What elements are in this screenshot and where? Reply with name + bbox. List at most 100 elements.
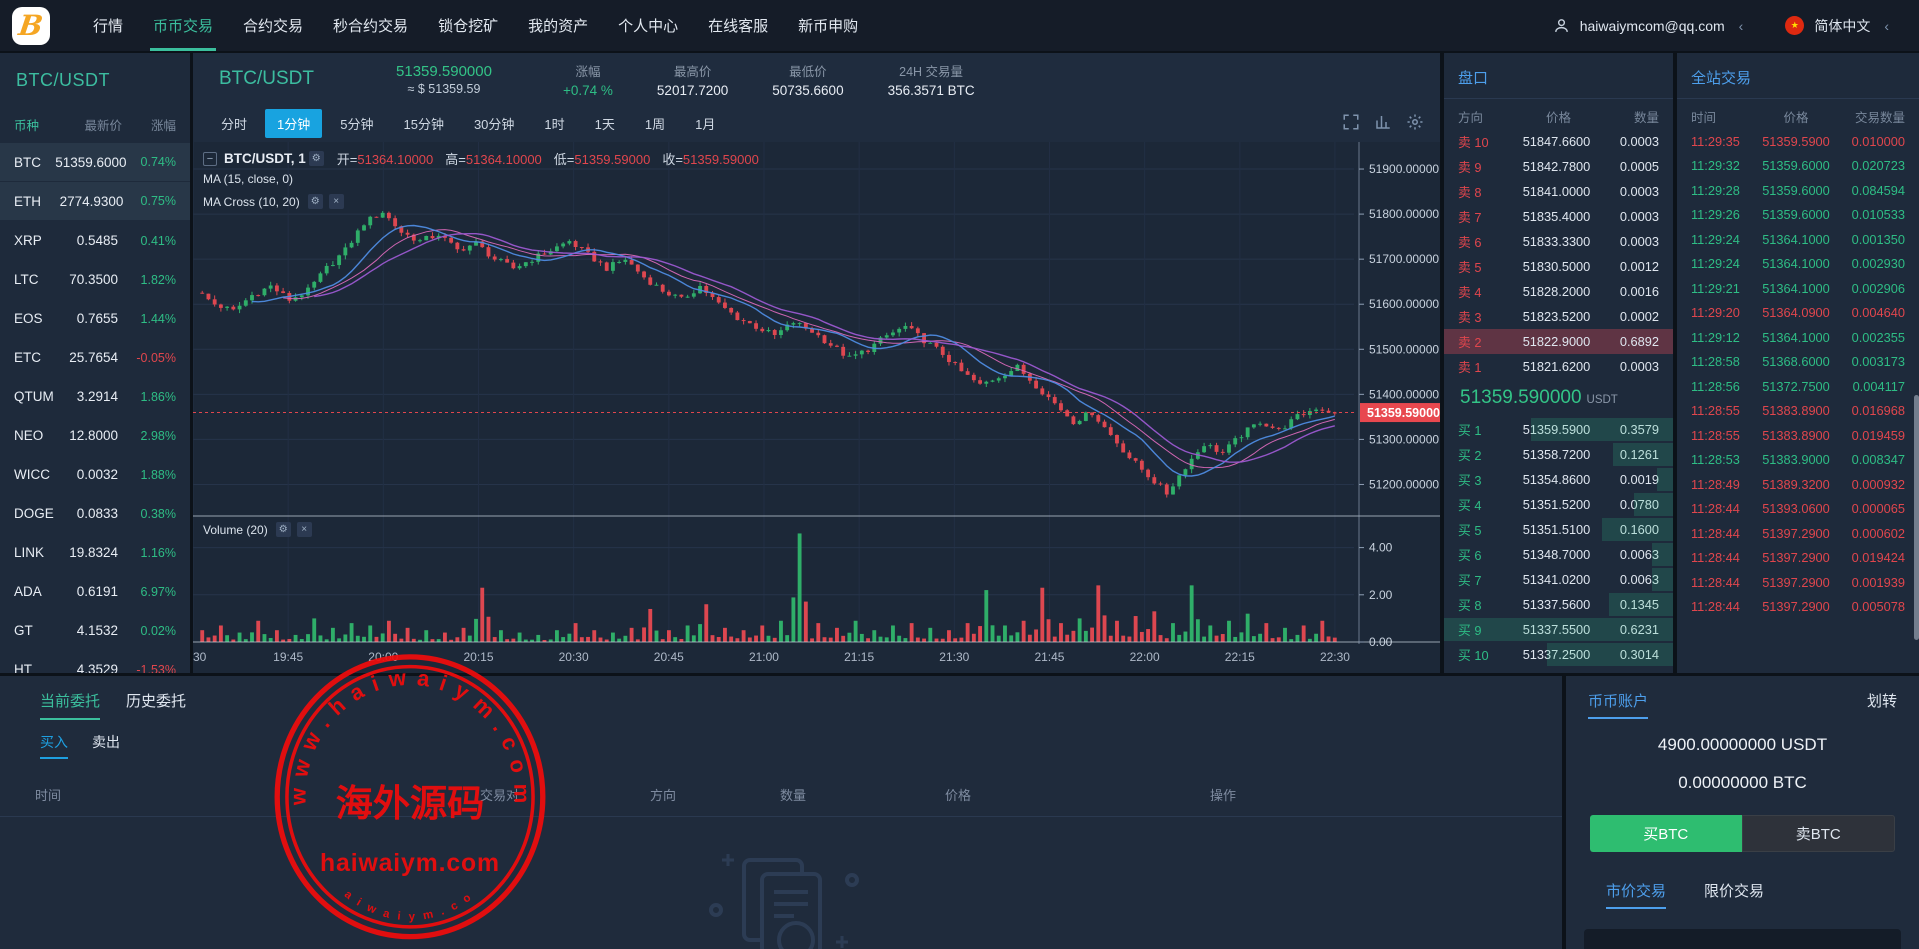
ma-close-icon[interactable]: × <box>328 194 344 209</box>
col-last-price[interactable]: 最新价 <box>84 119 122 133</box>
market-row-LTC[interactable]: LTC 70.3500 1.82% <box>0 260 190 299</box>
ob-amount: 0.0003 <box>1619 134 1659 149</box>
price-input[interactable] <box>1584 929 1901 949</box>
orderbook-buy-row[interactable]: 买 7 51341.0200 0.0063 <box>1444 567 1673 592</box>
language-selector[interactable]: 简体中文 <box>1814 17 1871 34</box>
ob-price: 51833.3300 <box>1522 234 1591 249</box>
kline-gear-icon[interactable]: ⚙ <box>308 151 324 166</box>
market-row-ETH[interactable]: ETH 2774.9300 0.75% <box>0 182 190 221</box>
orderbook-buy-row[interactable]: 买 6 51348.7000 0.0063 <box>1444 542 1673 567</box>
timeframe-15分钟[interactable]: 15分钟 <box>403 117 444 132</box>
timeframe-1分钟[interactable]: 1分钟 <box>265 109 323 138</box>
nav-item-锁仓挖矿[interactable]: 锁仓挖矿 <box>438 18 499 35</box>
ob-amount: 0.1345 <box>1619 597 1659 612</box>
side-tab-买入[interactable]: 买入 <box>40 732 68 759</box>
trade-row: 11:28:58 51368.6000 0.003173 <box>1677 350 1919 375</box>
orderbook-buy-row[interactable]: 买 9 51337.5500 0.6231 <box>1444 617 1673 642</box>
timeframe-1天[interactable]: 1天 <box>594 117 615 132</box>
indicator-chart-icon[interactable] <box>1374 113 1392 131</box>
market-row-GT[interactable]: GT 4.1532 0.02% <box>0 611 190 650</box>
market-row-LINK[interactable]: LINK 19.8324 1.16% <box>0 533 190 572</box>
nav-item-在线客服[interactable]: 在线客服 <box>708 18 769 35</box>
order-type-tab-限价交易[interactable]: 限价交易 <box>1704 883 1765 900</box>
market-row-EOS[interactable]: EOS 0.7655 1.44% <box>0 299 190 338</box>
orders-tab-当前委托[interactable]: 当前委托 <box>40 690 101 720</box>
col-coin[interactable]: 币种 <box>14 119 40 133</box>
nav-item-币币交易[interactable]: 币币交易 <box>138 0 228 51</box>
pair-price-block: 51359.590000 ≈ $ 51359.59 <box>369 63 519 96</box>
volume-gear-icon[interactable]: ⚙ <box>275 522 291 537</box>
nav-item-我的资产[interactable]: 我的资产 <box>528 18 589 35</box>
ob-side-label: 买 2 <box>1458 448 1482 463</box>
volume-close-icon[interactable]: × <box>296 522 312 537</box>
sell-btc-button[interactable]: 卖BTC <box>1741 815 1895 852</box>
orderbook-sell-row[interactable]: 卖 6 51833.3300 0.0003 <box>1444 229 1673 254</box>
orderbook-sell-row[interactable]: 卖 2 51822.9000 0.6892 <box>1444 329 1673 354</box>
timeframe-1周[interactable]: 1周 <box>644 117 666 132</box>
nav-item-秒合约交易[interactable]: 秒合约交易 <box>333 18 409 35</box>
orders-tab-历史委托[interactable]: 历史委托 <box>126 693 187 710</box>
orderbook-buy-row[interactable]: 买 4 51351.5200 0.0780 <box>1444 492 1673 517</box>
orderbook-buy-row[interactable]: 买 2 51358.7200 0.1261 <box>1444 442 1673 467</box>
trade-price: 51364.1000 <box>1762 280 1830 296</box>
nav-item-个人中心[interactable]: 个人中心 <box>618 18 679 35</box>
market-row-ADA[interactable]: ADA 0.6191 6.97% <box>0 572 190 611</box>
order-type-tab-市价交易[interactable]: 市价交易 <box>1606 880 1667 909</box>
market-row-HT[interactable]: HT 4.3529 -1.53% <box>0 650 190 673</box>
transfer-link[interactable]: 划转 <box>1866 693 1897 710</box>
kline-chart[interactable]: 30 19:45 20:00 20:15 20:30 20:45 21:00 21:15 21:… <box>192 142 1440 673</box>
trade-time: 11:28:44 <box>1691 550 1740 566</box>
orderbook-buy-row[interactable]: 买 1 51359.5900 0.3579 <box>1444 417 1673 442</box>
market-row-BTC[interactable]: BTC 51359.6000 0.74% <box>0 143 190 182</box>
user-email[interactable]: haiwaiymcom@qq.com <box>1579 17 1725 34</box>
col-change[interactable]: 涨幅 <box>150 119 176 133</box>
market-row-XRP[interactable]: XRP 0.5485 0.41% <box>0 221 190 260</box>
trade-time: 11:29:26 <box>1691 207 1740 223</box>
page-scrollbar[interactable] <box>1914 395 1919 640</box>
coin-change: 1.44% <box>140 311 176 326</box>
timeframe-1时[interactable]: 1时 <box>544 117 565 132</box>
collapse-icon[interactable]: − <box>203 151 217 166</box>
orderbook-buy-row[interactable]: 买 10 51337.2500 0.3014 <box>1444 642 1673 667</box>
market-row-DOGE[interactable]: DOGE 0.0833 0.38% <box>0 494 190 533</box>
orderbook-sell-row[interactable]: 卖 10 51847.6600 0.0003 <box>1444 129 1673 154</box>
nav-item-合约交易[interactable]: 合约交易 <box>243 18 304 35</box>
orderbook-buy-row[interactable]: 买 8 51337.5600 0.1345 <box>1444 592 1673 617</box>
ob-side-label: 卖 10 <box>1458 135 1489 150</box>
orderbook-title: 盘口 <box>1444 53 1673 99</box>
ma-gear-icon[interactable]: ⚙ <box>307 194 323 209</box>
fullscreen-icon[interactable] <box>1342 113 1360 131</box>
svg-text:51500.00000: 51500.00000 <box>1369 342 1439 356</box>
market-row-QTUM[interactable]: QTUM 3.2914 1.86% <box>0 377 190 416</box>
nav-item-新币申购[interactable]: 新币申购 <box>798 18 859 35</box>
orderbook-sell-row[interactable]: 卖 4 51828.2000 0.0016 <box>1444 279 1673 304</box>
orderbook-sell-row[interactable]: 卖 9 51842.7800 0.0005 <box>1444 154 1673 179</box>
timeframe-5分钟[interactable]: 5分钟 <box>340 117 374 132</box>
orderbook-sell-row[interactable]: 卖 1 51821.6200 0.0003 <box>1444 354 1673 379</box>
timeframe-30分钟[interactable]: 30分钟 <box>473 117 515 132</box>
orderbook-buy-row[interactable]: 买 3 51354.8600 0.0019 <box>1444 467 1673 492</box>
orderbook-panel: 盘口 方向 价格 数量 卖 10 51847.6600 0.0003 卖 9 51842… <box>1444 53 1673 673</box>
trade-time: 11:29:32 <box>1691 158 1740 174</box>
market-row-WICC[interactable]: WICC 0.0032 1.88% <box>0 455 190 494</box>
timeframe-1月[interactable]: 1月 <box>695 117 716 132</box>
orderbook-buy-row[interactable]: 买 5 51351.5100 0.1600 <box>1444 517 1673 542</box>
chart-settings-gear-icon[interactable] <box>1406 113 1424 131</box>
orderbook-sell-row[interactable]: 卖 3 51823.5200 0.0002 <box>1444 304 1673 329</box>
timeframe-分时[interactable]: 分时 <box>221 117 248 132</box>
nav-item-行情[interactable]: 行情 <box>93 18 124 35</box>
account-tab-spot[interactable]: 币币账户 <box>1588 690 1649 719</box>
chart-canvas[interactable]: − BTC/USDT, 1 ⚙ 开=51364.10000 高=51364.10… <box>192 142 1440 673</box>
trade-price: 51393.0600 <box>1762 501 1830 517</box>
brand-logo[interactable]: B <box>12 6 50 45</box>
buy-btc-button[interactable]: 买BTC <box>1590 815 1742 852</box>
market-row-ETC[interactable]: ETC 25.7654 -0.05% <box>0 338 190 377</box>
orderbook-sell-row[interactable]: 卖 7 51835.4000 0.0003 <box>1444 204 1673 229</box>
usd-approx: ≈ $ 51359.59 <box>407 81 481 96</box>
market-row-NEO[interactable]: NEO 12.8000 2.98% <box>0 416 190 455</box>
trade-amount: 0.005078 <box>1851 599 1905 615</box>
side-tab-卖出[interactable]: 卖出 <box>92 734 120 750</box>
orderbook-sell-row[interactable]: 卖 8 51841.0000 0.0003 <box>1444 179 1673 204</box>
orderbook-sell-row[interactable]: 卖 5 51830.5000 0.0012 <box>1444 254 1673 279</box>
ob-amount: 0.6892 <box>1619 334 1659 349</box>
